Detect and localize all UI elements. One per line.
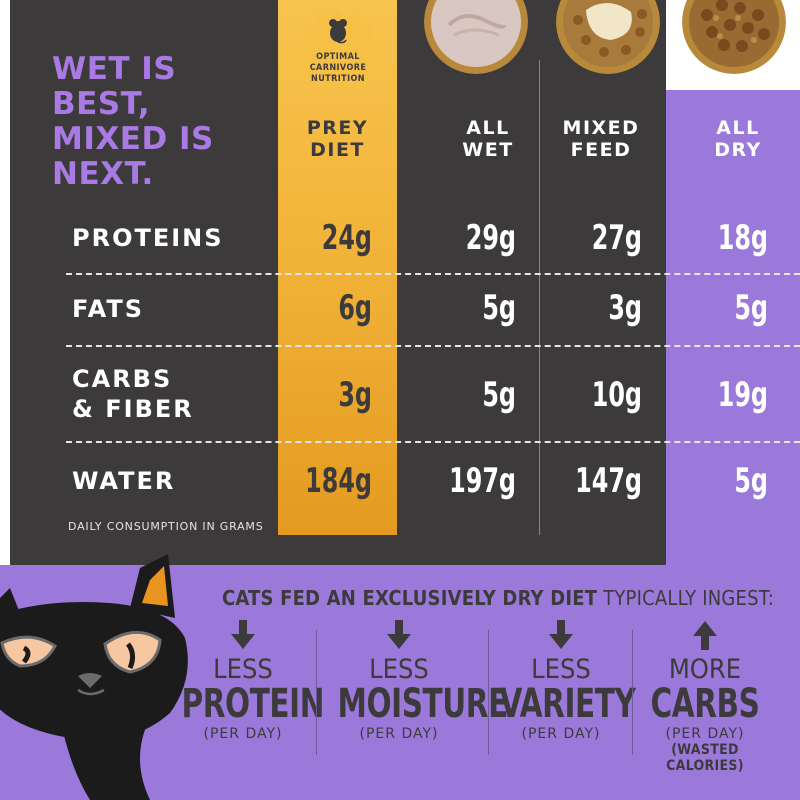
value-proteins-dry: 18g — [717, 218, 768, 258]
dry-column-background — [666, 90, 800, 565]
ingest-title-rest: TYPICALLY INGEST: — [597, 586, 774, 610]
dry-food-bowl-image — [682, 0, 786, 74]
value-proteins-wet: 29g — [465, 218, 516, 258]
arrow-down-icon — [231, 620, 255, 649]
row-label-proteins: PROTEINS — [72, 224, 224, 252]
value-water-mixed: 147g — [575, 461, 642, 501]
footnote: DAILY CONSUMPTION IN GRAMS — [68, 520, 264, 533]
value-water-prey: 184g — [305, 461, 372, 501]
wet-food-bowl-image — [424, 0, 528, 74]
column-header-mixed-feed: MIXED FEED — [562, 117, 640, 161]
ingest-big-label: PROTEIN — [181, 681, 325, 727]
value-water-wet: 197g — [449, 461, 516, 501]
headline-line: MIXED IS — [52, 121, 214, 157]
value-carbs-mixed: 10g — [591, 375, 642, 415]
ingest-big-label: CARBS — [650, 681, 760, 727]
arrow-down-icon — [549, 620, 573, 649]
row-separator — [66, 345, 800, 347]
badge-seal-icon — [295, 10, 381, 94]
ingest-small-label: MORE — [668, 654, 742, 685]
value-fats-dry: 5g — [734, 288, 768, 328]
optimal-nutrition-badge: OPTIMAL CARNIVORE NUTRITION — [286, 8, 390, 108]
ingest-divider — [488, 630, 489, 755]
mouse-icon — [329, 19, 347, 44]
ingest-small-label: LESS — [369, 654, 429, 685]
row-label-fats: FATS — [72, 295, 145, 323]
ingest-item-carbs: MORE CARBS (PER DAY) (WASTED CALORIES) — [630, 620, 780, 774]
headline-line: WET IS — [52, 51, 177, 87]
value-proteins-mixed: 27g — [591, 218, 642, 258]
row-label-water: WATER — [72, 467, 176, 495]
value-proteins-prey: 24g — [321, 218, 372, 258]
ingest-sub-label-extra: (WASTED CALORIES) — [666, 742, 744, 774]
value-carbs-wet: 5g — [482, 375, 516, 415]
ingest-item-moisture: LESS MOISTURE (PER DAY) — [324, 620, 509, 742]
arrow-up-icon — [693, 621, 717, 650]
ingest-sub-label: (PER DAY) — [203, 726, 283, 742]
mixed-food-bowl-image — [556, 0, 660, 74]
row-label-carbs-fiber: CARBS & FIBER — [72, 365, 194, 423]
headline-line: NEXT. — [52, 156, 154, 192]
value-fats-mixed: 3g — [608, 288, 642, 328]
value-carbs-dry: 19g — [717, 375, 768, 415]
ingest-small-label: LESS — [531, 654, 591, 685]
ingest-item-protein: LESS PROTEIN (PER DAY) — [168, 620, 325, 742]
ingest-divider — [316, 630, 317, 755]
ingest-small-label: LESS — [213, 654, 273, 685]
ingest-item-variety: LESS VARIETY (PER DAY) — [486, 620, 636, 742]
ingest-sub-label: (PER DAY) — [359, 726, 439, 742]
row-separator — [66, 273, 800, 275]
ingest-big-label: VARIETY — [499, 681, 636, 727]
ingest-divider — [632, 630, 633, 755]
value-carbs-prey: 3g — [338, 375, 372, 415]
value-fats-wet: 5g — [482, 288, 516, 328]
badge-text: OPTIMAL CARNIVORE NUTRITION — [309, 52, 367, 84]
column-divider — [539, 60, 540, 535]
ingest-big-label: MOISTURE — [337, 681, 509, 727]
column-header-all-wet: ALL WET — [462, 117, 514, 161]
value-fats-prey: 6g — [338, 288, 372, 328]
ingest-title-bold: CATS FED AN EXCLUSIVELY DRY DIET — [222, 586, 598, 610]
black-cat-illustration — [0, 554, 188, 800]
arrow-down-icon — [387, 620, 411, 649]
headline: WET IS BEST, MIXED IS NEXT. — [52, 52, 272, 192]
ingest-sub-label: (PER DAY) — [665, 726, 745, 742]
row-separator — [66, 441, 800, 443]
column-header-prey-diet: PREY DIET — [306, 117, 369, 161]
headline-line: BEST, — [52, 86, 151, 122]
column-header-all-dry: ALL DRY — [714, 117, 762, 161]
value-water-dry: 5g — [734, 461, 768, 501]
ingest-title: CATS FED AN EXCLUSIVELY DRY DIET TYPICAL… — [222, 586, 782, 610]
ingest-sub-label: (PER DAY) — [521, 726, 601, 742]
